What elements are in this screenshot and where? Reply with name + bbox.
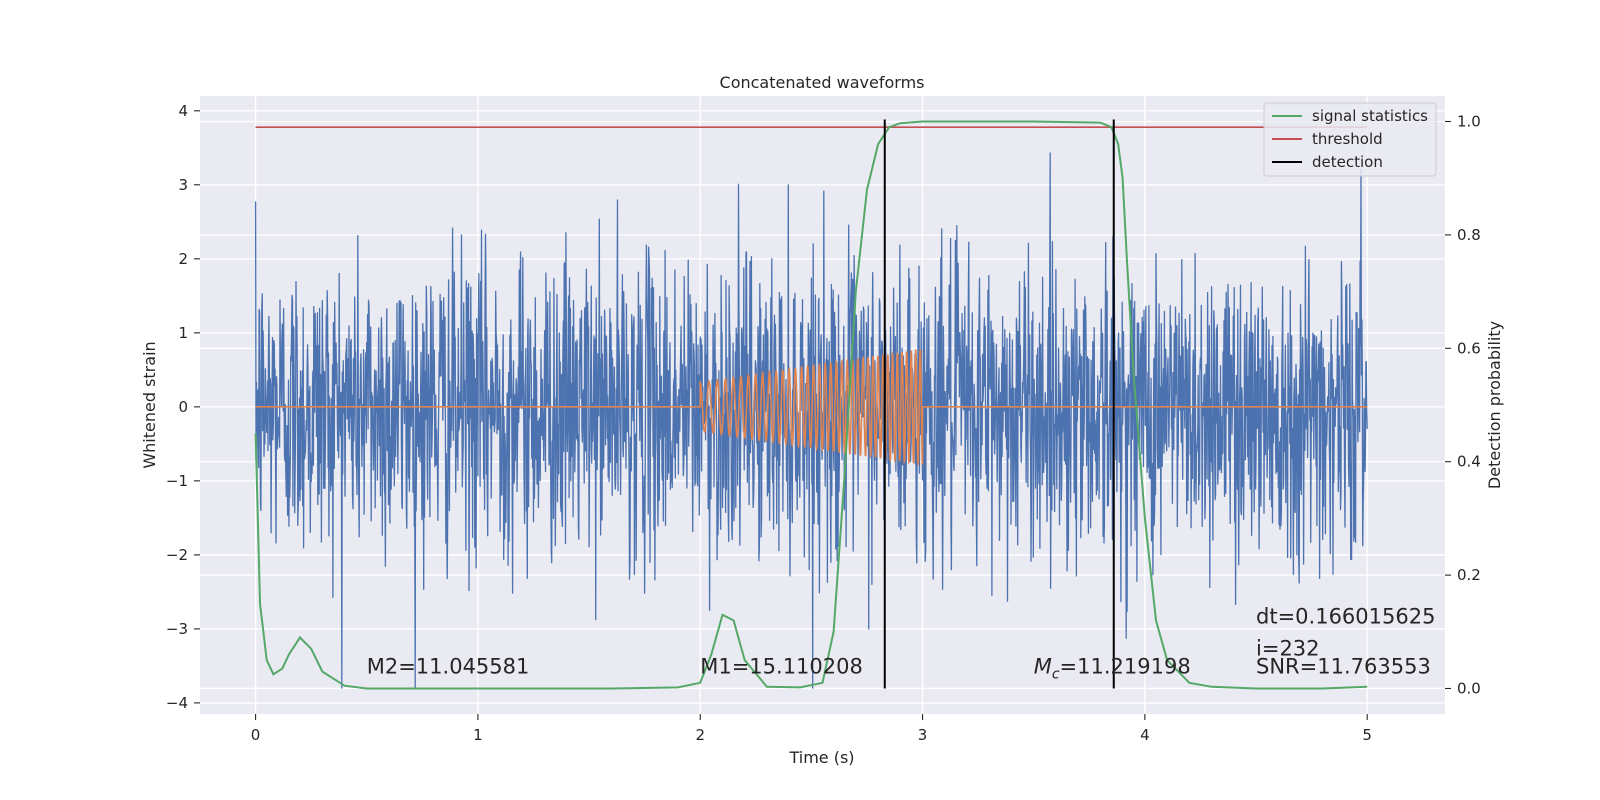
annotation-mc-subscript: c [1052, 666, 1060, 682]
legend-label-threshold: threshold [1312, 130, 1383, 148]
y-right-axis-ticks: 0.0 0.2 0.4 0.6 0.8 1.0 [1445, 113, 1481, 697]
annotation-mc: Mc=11.219198 [1034, 654, 1191, 682]
y-right-tick-label: 0.6 [1457, 339, 1481, 357]
y-tick-label: −1 [166, 472, 188, 490]
x-axis-ticks: 0 1 2 3 4 5 [251, 714, 1372, 744]
x-tick-label: 3 [918, 726, 928, 744]
annotation-m2: M2=11.045581 [367, 654, 530, 678]
annotation-mc-symbol: M [1034, 654, 1052, 678]
y-tick-label: −3 [166, 620, 188, 638]
annotation-i: i=232 [1256, 637, 1320, 661]
legend-label-signal-statistics: signal statistics [1312, 107, 1428, 125]
annotations: M2=11.045581 M1=15.110208 Mc=11.219198 dt=0… [367, 605, 1436, 683]
y-axis-label: Whitened strain [140, 341, 159, 468]
x-axis-label: Time (s) [788, 748, 854, 767]
y-axis-ticks: −4 −3 −2 −1 0 1 2 3 4 [166, 102, 200, 712]
y-tick-label: −2 [166, 546, 188, 564]
y-tick-label: 2 [178, 250, 188, 268]
y-right-axis-label: Detection probability [1485, 321, 1504, 489]
chart-title: Concatenated waveforms [720, 73, 925, 92]
legend-box [1263, 102, 1437, 177]
y-right-tick-label: 0.4 [1457, 453, 1481, 471]
x-tick-label: 1 [473, 726, 483, 744]
y-tick-label: 0 [178, 398, 188, 416]
signal-statistics-line [254, 120, 1368, 690]
y-tick-label: 1 [178, 324, 188, 342]
y-right-tick-label: 0.0 [1457, 679, 1481, 697]
strain-series-line [254, 152, 1368, 689]
y-right-tick-label: 0.8 [1457, 226, 1481, 244]
x-tick-label: 5 [1362, 726, 1372, 744]
y-right-tick-label: 0.2 [1457, 566, 1481, 584]
legend: signal statistics threshold detection [1263, 102, 1437, 177]
detection-lines [883, 119, 1115, 689]
annotation-m1: M1=15.110208 [700, 654, 863, 678]
x-tick-label: 4 [1140, 726, 1150, 744]
y-tick-label: 4 [178, 102, 188, 120]
y-right-tick-label: 1.0 [1457, 113, 1481, 131]
y-tick-label: −4 [166, 694, 188, 712]
annotation-dt: dt=0.166015625 [1256, 605, 1435, 629]
legend-label-detection: detection [1312, 153, 1383, 171]
x-tick-label: 0 [251, 726, 261, 744]
annotation-mc-value: =11.219198 [1060, 654, 1191, 678]
x-tick-label: 2 [695, 726, 705, 744]
y-tick-label: 3 [178, 176, 188, 194]
annotation-snr: SNR=11.763553 [1256, 654, 1431, 678]
